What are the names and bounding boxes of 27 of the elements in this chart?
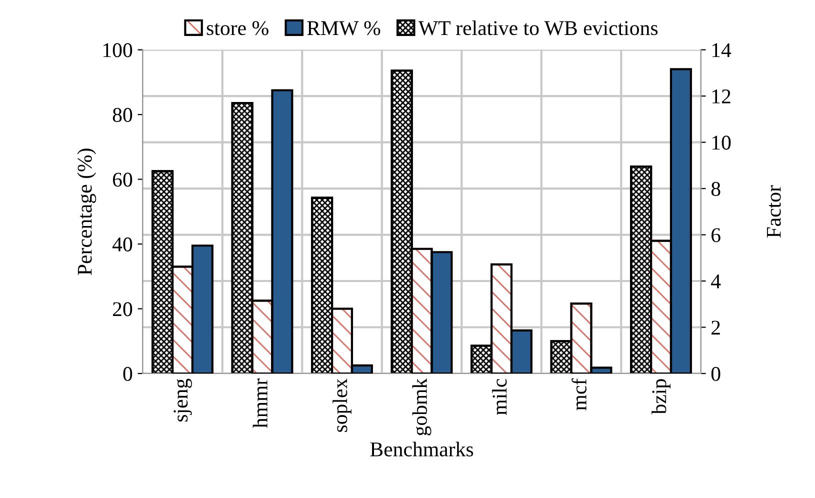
y2-tick-label: 8 xyxy=(711,182,720,196)
y2-tick-label: 6 xyxy=(712,228,720,242)
x-tick-label: sjeng xyxy=(174,378,192,422)
y2-tick-label: 4 xyxy=(711,274,721,288)
y-tick-label: 0 xyxy=(123,366,132,381)
x-axis-title: Benchmarks xyxy=(370,442,474,456)
y2-tick-label: 10 xyxy=(712,136,731,150)
y-axis-title: Percentage (%) xyxy=(77,148,96,275)
x-tick-label: soplex xyxy=(332,378,352,432)
y2-tick-label: 14 xyxy=(712,43,732,58)
y-tick-label: 40 xyxy=(112,237,132,252)
y2-axis-title: Factor xyxy=(766,185,781,238)
x-tick-label: milc xyxy=(492,379,507,415)
y-tick-label: 80 xyxy=(112,108,132,122)
x-tick-label: mcf xyxy=(572,378,586,410)
x-tick-label: hmmr xyxy=(252,378,268,428)
y-tick-label: 20 xyxy=(112,302,132,316)
y-tick-label: 100 xyxy=(103,43,132,58)
legend-label: RMW % xyxy=(307,21,380,36)
x-tick-label: bzip xyxy=(652,379,670,414)
legend-label: WT relative to WB evictions xyxy=(418,20,658,36)
legend-label: store % xyxy=(206,21,268,36)
y2-tick-label: 0 xyxy=(711,366,720,381)
y2-tick-label: 12 xyxy=(712,89,730,104)
x-tick-label: gobmk xyxy=(412,378,432,436)
y2-tick-label: 2 xyxy=(712,320,720,334)
y-tick-label: 60 xyxy=(112,172,132,187)
